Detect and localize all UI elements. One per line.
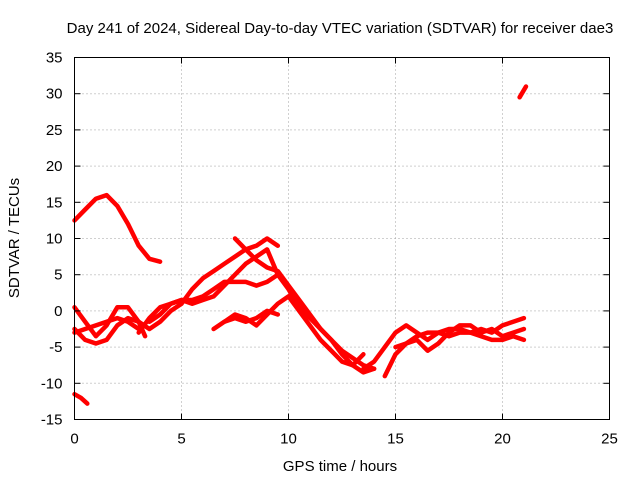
x-tick-label: 0 <box>70 431 78 448</box>
series-track-9 <box>232 236 377 375</box>
chart-title: Day 241 of 2024, Sidereal Day-to-day VTE… <box>67 20 614 37</box>
y-tick-label: 15 <box>46 194 63 211</box>
series-track-7 <box>136 272 281 335</box>
series-track-2 <box>72 391 90 406</box>
grid-lines <box>74 57 610 420</box>
x-axis-label: GPS time / hours <box>283 458 397 475</box>
y-tick-label: 5 <box>54 267 62 284</box>
y-tick-label: 10 <box>46 231 63 248</box>
y-tick-label: 0 <box>54 303 62 320</box>
series-track-3 <box>517 84 529 100</box>
axis-ticks <box>74 57 610 420</box>
y-tick-label: 30 <box>46 86 63 103</box>
x-tick-label: 5 <box>177 431 185 448</box>
series-track-1 <box>72 192 163 264</box>
series-track-5 <box>72 301 184 346</box>
y-axis-label: SDTVAR / TECUs <box>6 178 23 298</box>
x-tick-label: 25 <box>601 431 618 448</box>
series-track-6 <box>72 315 141 335</box>
data-series <box>72 84 529 406</box>
y-tick-label: -15 <box>41 412 63 429</box>
series-track-10 <box>179 236 281 306</box>
x-tick-label: 10 <box>280 431 297 448</box>
y-tick-label: -10 <box>41 375 63 392</box>
y-tick-label: 20 <box>46 158 63 175</box>
x-tick-labels: 0 5 10 15 20 25 <box>70 431 618 448</box>
y-tick-label: -5 <box>49 339 62 356</box>
series-track-15 <box>393 330 527 350</box>
x-tick-label: 20 <box>494 431 511 448</box>
series-track-12 <box>211 308 281 332</box>
series-track-13 <box>361 315 527 372</box>
y-tick-labels: -15 -10 -5 0 5 10 15 20 25 30 35 <box>41 50 63 429</box>
x-tick-label: 15 <box>387 431 404 448</box>
y-tick-label: 35 <box>46 50 63 67</box>
y-tick-label: 25 <box>46 122 63 139</box>
